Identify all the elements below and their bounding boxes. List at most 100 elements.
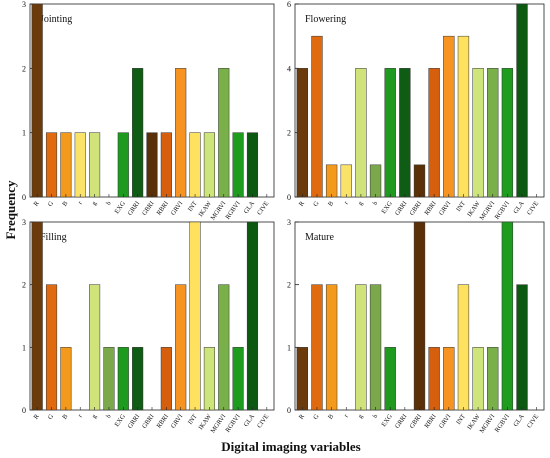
bar-jointing-GRRI: [132, 68, 144, 198]
bar-jointing-GRVI: [175, 68, 187, 198]
bar-flowering-g: [355, 68, 367, 198]
bar-filling-B: [60, 347, 72, 411]
bar-flowering-r: [340, 164, 352, 198]
x-tick-label: RGBVI: [494, 200, 511, 221]
bar-filling-IKAW: [203, 347, 215, 411]
x-tick-label: GRRI: [127, 200, 142, 217]
bar-mature-GRVI: [443, 347, 455, 411]
y-tick-label: 2: [287, 281, 291, 290]
x-tick-label: CIVE: [526, 413, 540, 429]
x-tick-label: MGRVI: [479, 200, 497, 221]
x-tick-label: RBRI: [156, 200, 170, 216]
bar-jointing-MGRVI: [218, 68, 230, 198]
bar-mature-G: [311, 284, 323, 411]
x-tick-label: GLA: [243, 413, 257, 428]
bar-flowering-INT: [457, 35, 470, 198]
panel-title-flowering: Flowering: [305, 14, 346, 25]
bar-filling-MGRVI: [218, 284, 230, 411]
x-tick-label: GRVI: [438, 413, 453, 430]
x-tick-label: r: [343, 199, 350, 205]
bar-flowering-RBRI: [428, 68, 440, 198]
bar-flowering-GRVI: [443, 35, 455, 198]
bar-mature-RBRI: [428, 347, 440, 411]
x-tick-label: R: [298, 200, 307, 208]
x-tick-label: MGRVI: [479, 413, 497, 434]
y-tick-label: 2: [22, 64, 26, 73]
x-tick-label: G: [47, 200, 56, 208]
bar-jointing-EXG: [117, 132, 129, 198]
bar-filling-GLA: [246, 221, 259, 411]
y-tick-label: 3: [22, 0, 26, 9]
x-axis-label: Digital imaging variables: [221, 439, 360, 454]
bar-mature-EXG: [384, 347, 396, 411]
x-tick-label: CIVE: [256, 413, 270, 429]
x-tick-label: GLA: [512, 413, 526, 428]
bar-mature-R: [296, 347, 308, 411]
x-tick-label: GRRI: [394, 413, 409, 430]
bar-flowering-b: [369, 164, 382, 198]
x-tick-label: CIVE: [256, 200, 270, 216]
bar-mature-MGRVI: [487, 347, 499, 411]
bar-mature-b: [369, 284, 382, 411]
y-tick-label: 2: [22, 281, 26, 290]
x-tick-label: RBRI: [423, 200, 437, 216]
panel-title-jointing: Jointing: [40, 14, 72, 25]
x-tick-label: RGBVI: [224, 200, 241, 221]
x-tick-label: GRVI: [438, 200, 453, 217]
x-tick-label: R: [33, 413, 42, 421]
bar-jointing-RBRI: [160, 132, 172, 198]
bar-jointing-R: [31, 3, 43, 198]
bar-flowering-GRRI: [399, 68, 411, 198]
x-tick-label: GBRI: [141, 413, 156, 430]
x-tick-label: INT: [187, 200, 199, 213]
y-tick-label: 3: [287, 218, 291, 227]
y-tick-label: 1: [22, 343, 26, 352]
bar-filling-GRVI: [175, 284, 187, 411]
x-tick-label: G: [312, 413, 321, 421]
bar-jointing-g: [89, 132, 101, 198]
x-tick-label: g: [357, 413, 365, 420]
bar-filling-INT: [189, 221, 201, 411]
x-tick-label: b: [105, 413, 113, 420]
x-tick-label: RGBVI: [224, 413, 241, 434]
y-tick-label: 4: [287, 64, 291, 73]
bar-filling-EXG: [117, 347, 129, 411]
x-tick-label: g: [357, 200, 365, 207]
x-tick-label: MGRVI: [210, 200, 228, 221]
y-tick-label: 2: [287, 129, 291, 138]
x-tick-label: CIVE: [526, 200, 540, 216]
bar-flowering-GLA: [516, 3, 528, 198]
y-tick-label: 0: [287, 193, 291, 202]
y-tick-label: 0: [22, 193, 26, 202]
x-tick-label: GBRI: [408, 200, 423, 217]
bar-jointing-RGBVI: [232, 132, 244, 198]
bar-mature-INT: [457, 284, 470, 411]
x-tick-label: r: [77, 412, 84, 418]
x-tick-label: EXG: [380, 200, 394, 215]
x-tick-label: b: [372, 413, 380, 420]
x-tick-label: RBRI: [423, 413, 437, 429]
x-tick-label: RGBVI: [494, 413, 511, 434]
y-tick-label: 1: [287, 343, 291, 352]
y-tick-label: 0: [22, 406, 26, 415]
x-tick-label: INT: [455, 200, 467, 213]
bar-filling-R: [31, 221, 43, 411]
bar-flowering-B: [325, 164, 338, 198]
bar-jointing-G: [45, 132, 58, 198]
bar-flowering-IKAW: [472, 68, 484, 198]
x-tick-label: INT: [455, 413, 467, 426]
x-tick-label: R: [298, 413, 307, 421]
x-tick-label: GRVI: [170, 200, 185, 217]
bar-jointing-GLA: [246, 132, 259, 198]
x-tick-label: B: [327, 200, 336, 208]
x-tick-label: g: [91, 200, 99, 207]
y-tick-label: 6: [287, 0, 291, 9]
panel-title-filling: Filling: [40, 232, 67, 243]
x-tick-label: GBRI: [141, 200, 156, 217]
x-tick-label: b: [372, 200, 380, 207]
panel-title-mature: Mature: [305, 232, 334, 243]
x-tick-label: GRRI: [394, 200, 409, 217]
bar-filling-G: [45, 284, 58, 411]
bar-mature-IKAW: [472, 347, 484, 411]
